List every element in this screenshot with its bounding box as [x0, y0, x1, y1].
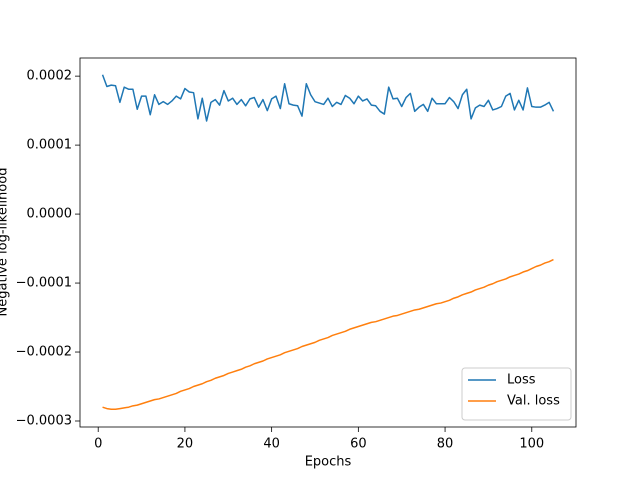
y-tick-label: 0.0000	[27, 207, 73, 222]
legend-label: Val. loss	[507, 394, 560, 409]
y-tick-label: 0.0001	[27, 138, 73, 153]
x-tick-label: 60	[350, 437, 367, 452]
series-line	[102, 258, 554, 411]
axes-frame	[79, 57, 577, 428]
y-tick-label: −0.0002	[16, 345, 72, 360]
x-tick-label: 0	[94, 437, 102, 452]
legend-label: Loss	[507, 373, 536, 388]
series-line	[101, 74, 555, 122]
x-tick-label: 100	[519, 437, 544, 452]
y-axis-label: Negative log-likelihood	[0, 168, 11, 317]
y-tick-label: 0.0002	[27, 69, 73, 84]
y-tick-label: −0.0001	[16, 276, 72, 291]
x-tick-label: 40	[263, 437, 280, 452]
x-tick-label: 80	[437, 437, 454, 452]
y-tick-label: −0.0003	[16, 413, 72, 428]
legend: Loss Val. loss	[461, 367, 572, 421]
x-tick-label: 20	[177, 437, 194, 452]
legend-box	[461, 367, 572, 421]
x-axis-label: Epochs	[305, 455, 352, 470]
